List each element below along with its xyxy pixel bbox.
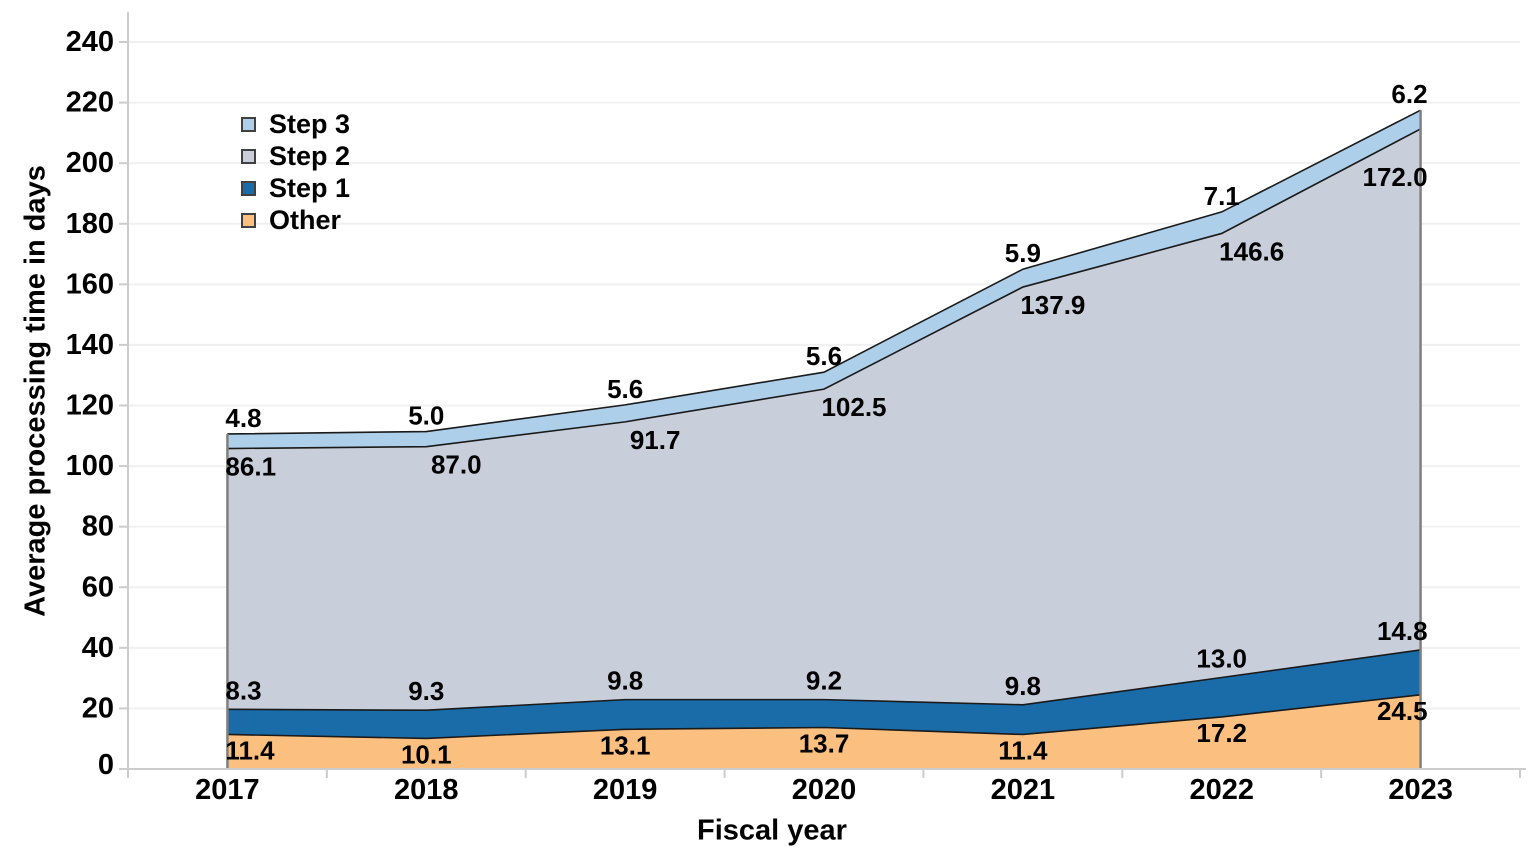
x-tick-label: 2021 [991, 774, 1056, 806]
data-label-step-2: 87.0 [431, 450, 482, 480]
y-tick-label: 140 [66, 329, 114, 361]
data-label-step-2: 86.1 [225, 452, 276, 482]
legend-swatch-step-1 [241, 180, 256, 196]
data-label-step-2: 102.5 [821, 392, 886, 422]
data-label-step-1: 9.2 [806, 666, 842, 696]
y-tick-label: 60 [82, 571, 114, 603]
data-label-other: 24.5 [1377, 696, 1428, 726]
area-band-step-2 [227, 128, 1421, 711]
data-label-step-1: 9.3 [408, 676, 444, 706]
legend-item-step-2: Step 2 [241, 140, 350, 172]
y-tick-label: 80 [82, 511, 114, 543]
legend-label: Other [269, 204, 342, 235]
x-tick-label: 2022 [1189, 774, 1254, 806]
data-label-step-3: 5.6 [607, 374, 643, 404]
x-tick-label: 2017 [195, 774, 260, 806]
y-tick-label: 100 [66, 450, 114, 482]
area-band-step-3 [227, 110, 1421, 449]
data-label-step-3: 5.9 [1005, 238, 1041, 268]
legend-item-step-1: Step 1 [241, 172, 350, 204]
area-band-other [227, 694, 1421, 769]
data-label-step-1: 8.3 [225, 675, 261, 705]
y-tick-label: 120 [66, 390, 114, 422]
band-outline-step-3 [227, 109, 1421, 435]
x-tick-label: 2018 [394, 774, 459, 806]
band-outline-other [227, 693, 1421, 740]
x-tick-label: 2023 [1388, 774, 1453, 806]
data-label-step-3: 7.1 [1204, 181, 1240, 211]
x-tick-label: 2019 [593, 774, 658, 806]
data-label-step-1: 14.8 [1377, 616, 1428, 646]
data-label-other: 13.7 [799, 729, 850, 759]
legend-label: Step 3 [269, 108, 351, 139]
y-tick-label: 200 [66, 147, 114, 179]
data-label-step-3: 5.0 [408, 401, 444, 431]
x-tick-label: 2020 [792, 774, 857, 806]
y-tick-label: 180 [66, 208, 114, 240]
data-label-other: 11.4 [225, 735, 275, 765]
data-label-other: 10.1 [401, 739, 452, 769]
band-outline-step-2 [227, 128, 1421, 450]
y-tick-label: 40 [82, 632, 114, 664]
legend-swatch-step-3 [241, 116, 256, 132]
data-label-step-2: 91.7 [630, 425, 681, 455]
legend: Step 3 Step 2 Step 1 Other [241, 108, 350, 236]
data-label-step-2: 146.6 [1219, 236, 1284, 266]
data-label-other: 17.2 [1196, 718, 1247, 748]
data-label-step-3: 5.6 [806, 341, 842, 371]
y-axis-title: Average processing time in days [19, 165, 52, 617]
y-tick-label: 240 [66, 26, 114, 58]
data-label-step-3: 4.8 [225, 403, 261, 433]
legend-swatch-other [241, 212, 256, 228]
y-tick-label: 160 [66, 268, 114, 300]
legend-swatch-step-2 [241, 148, 256, 164]
area-band-step-1 [227, 649, 1421, 739]
x-axis-title: Fiscal year [697, 814, 847, 847]
legend-label: Step 1 [269, 172, 351, 203]
band-outline-step-1 [227, 649, 1421, 712]
y-tick-label: 0 [98, 749, 114, 781]
legend-item-step-3: Step 3 [241, 108, 350, 140]
data-label-step-1: 13.0 [1196, 644, 1247, 674]
legend-label: Step 2 [269, 140, 351, 171]
y-tick-label: 220 [66, 87, 114, 119]
data-label-other: 13.1 [600, 730, 651, 760]
data-label-step-2: 172.0 [1362, 162, 1427, 192]
legend-item-other: Other [241, 204, 350, 236]
data-label-step-2: 137.9 [1020, 290, 1085, 320]
y-tick-label: 20 [82, 692, 114, 724]
data-label-other: 11.4 [998, 735, 1048, 765]
data-label-step-3: 6.2 [1391, 79, 1427, 109]
data-label-step-1: 9.8 [607, 666, 643, 696]
data-label-step-1: 9.8 [1005, 671, 1041, 701]
